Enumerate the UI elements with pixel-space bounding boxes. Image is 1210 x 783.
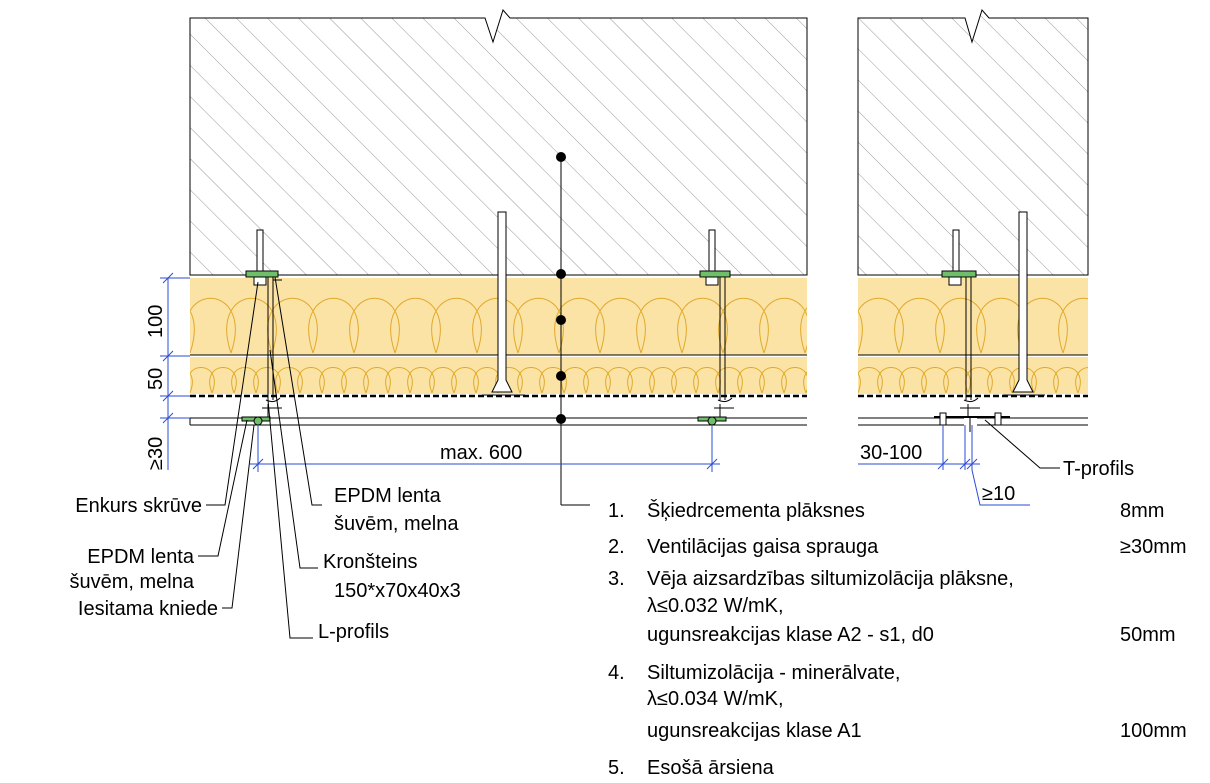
layer-5-num: 5. [608, 757, 625, 779]
layer-5-text: Esošā ārsiena [647, 757, 775, 779]
insulation-right [858, 278, 1088, 394]
label-iesitama-kniede: Iesitama kniede [78, 598, 218, 620]
layer-3-value: 50mm [1120, 624, 1176, 646]
existing-wall-right [857, 8, 1089, 276]
insulation-dowel-left [482, 211, 525, 396]
dimensions: 100 50 ≥30 max. 600 30-100 ≥10 [145, 272, 1030, 506]
left-section [189, 8, 808, 506]
insulation-left [190, 278, 807, 394]
layer-4-value: 100mm [1120, 720, 1187, 742]
layer-2-text: Ventilācijas gaisa sprauga [647, 536, 879, 558]
layer-4-line1: Siltumizolācija - minerālvate, [647, 662, 900, 684]
dim-30: ≥30 [145, 437, 167, 470]
label-kronsteins-2: 150*x70x40x3 [334, 580, 461, 602]
layer-3-line3: ugunsreakcijas klase A2 - s1, d0 [647, 624, 934, 646]
dim-30-100: 30-100 [860, 442, 922, 464]
bracket-assembly-1 [241, 229, 282, 426]
middle-callouts: EPDM lenta šuvēm, melna Kronšteins 150*x… [267, 276, 461, 643]
layer-4-line3: ugunsreakcijas klase A1 [647, 720, 862, 742]
layer-3-num: 3. [608, 568, 625, 590]
dim-10: ≥10 [982, 483, 1015, 505]
label-l-profils: L-profils [318, 621, 389, 643]
layer-1-text: Šķiedrcementa plāksnes [647, 499, 865, 522]
left-callouts: Enkurs skrūve EPDM lenta šuvēm, melna Ie… [70, 281, 259, 620]
dim-50: 50 [145, 368, 167, 390]
label-enkurs-skruve: Enkurs skrūve [75, 495, 202, 517]
layer-1-num: 1. [608, 500, 625, 522]
right-section: T-profils [857, 8, 1134, 480]
label-epdm-mid-2: šuvēm, melna [334, 513, 459, 535]
layer-leader [556, 152, 590, 506]
t-profils-label: T-profils [1063, 458, 1134, 480]
label-epdm-left-2: šuvēm, melna [70, 571, 195, 593]
layer-3-line2: λ≤0.032 W/mK, [647, 595, 784, 617]
label-epdm-left-1: EPDM lenta [87, 546, 195, 568]
layer-3-line1: Vēja aizsardzības siltumizolācija plāksn… [647, 568, 1014, 590]
layer-4-num: 4. [608, 662, 625, 684]
layer-1-value: 8mm [1120, 500, 1164, 522]
layer-list: 1. Šķiedrcementa plāksnes 8mm 2. Ventilā… [608, 499, 1187, 779]
dim-max-600: max. 600 [440, 442, 522, 464]
label-kronsteins-1: Kronšteins [323, 551, 418, 573]
layer-2-num: 2. [608, 536, 625, 558]
label-epdm-mid-1: EPDM lenta [334, 485, 442, 507]
layer-4-line2: λ≤0.034 W/mK, [647, 688, 784, 710]
layer-2-value: ≥30mm [1120, 536, 1187, 558]
insulation-dowel-right [1003, 211, 1045, 396]
dim-100: 100 [145, 305, 167, 338]
